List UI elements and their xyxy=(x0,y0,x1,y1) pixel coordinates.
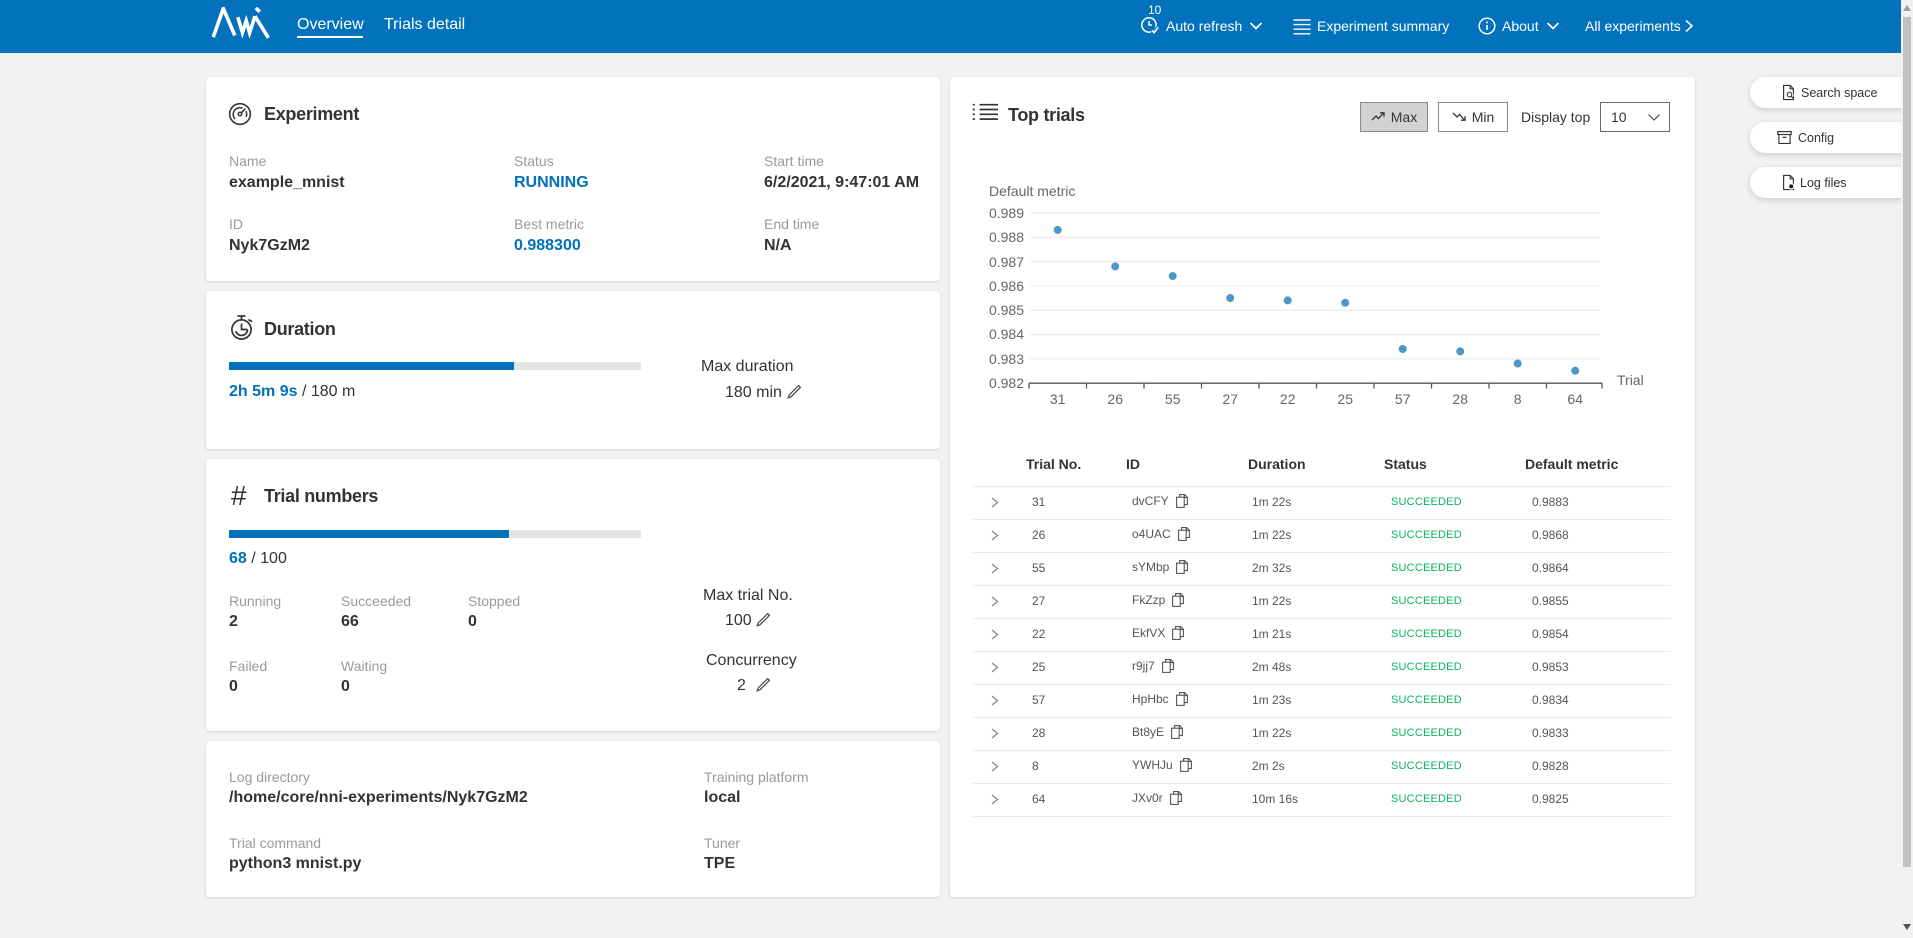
svg-text:0.985: 0.985 xyxy=(989,302,1024,318)
svg-text:0.984: 0.984 xyxy=(989,326,1024,342)
svg-text:Default metric: Default metric xyxy=(989,183,1075,199)
svg-text:0.987: 0.987 xyxy=(989,254,1024,270)
svg-text:0.982: 0.982 xyxy=(989,375,1024,391)
svg-text:55: 55 xyxy=(1165,391,1181,407)
svg-text:57: 57 xyxy=(1395,391,1411,407)
svg-text:0.988: 0.988 xyxy=(989,229,1024,245)
svg-text:26: 26 xyxy=(1107,391,1123,407)
svg-text:22: 22 xyxy=(1280,391,1296,407)
svg-text:27: 27 xyxy=(1222,391,1238,407)
svg-text:0.983: 0.983 xyxy=(989,351,1024,367)
svg-text:8: 8 xyxy=(1514,391,1522,407)
svg-text:31: 31 xyxy=(1050,391,1066,407)
svg-text:0.986: 0.986 xyxy=(989,278,1024,294)
svg-text:25: 25 xyxy=(1337,391,1353,407)
svg-text:Trial: Trial xyxy=(1617,372,1644,388)
svg-text:64: 64 xyxy=(1567,391,1583,407)
svg-text:0.989: 0.989 xyxy=(989,205,1024,221)
svg-text:28: 28 xyxy=(1452,391,1468,407)
